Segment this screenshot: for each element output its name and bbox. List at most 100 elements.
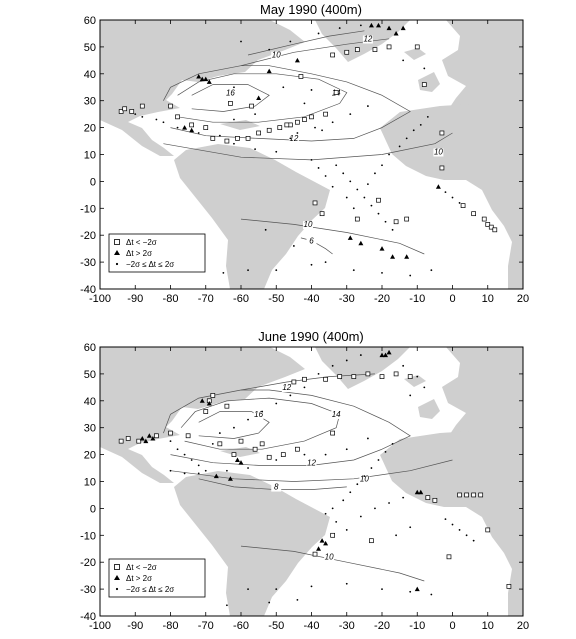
point-below xyxy=(365,371,371,377)
x-tick-label: -30 xyxy=(339,293,355,305)
y-tick-label: 40 xyxy=(84,396,96,408)
land-uk xyxy=(418,72,440,92)
point-within xyxy=(405,137,408,140)
point-within xyxy=(465,534,468,537)
point-above xyxy=(266,68,272,74)
y-tick-label: 60 xyxy=(84,342,96,354)
point-above xyxy=(319,538,325,543)
point-within xyxy=(352,269,355,272)
point-within xyxy=(381,588,383,590)
point-within xyxy=(444,191,447,194)
contour-label-bg xyxy=(362,35,373,44)
contour-label-bg xyxy=(359,475,370,484)
contour-label-bg xyxy=(253,410,264,419)
point-within xyxy=(363,196,366,199)
y-tick-label: 50 xyxy=(84,42,96,54)
point-below xyxy=(312,200,318,206)
legend-label-below: Δt < −2σ xyxy=(126,563,157,572)
land-greenland xyxy=(315,347,410,389)
point-within xyxy=(169,440,172,443)
point-within xyxy=(292,245,295,247)
point-within xyxy=(197,472,200,475)
point-above xyxy=(150,435,156,441)
contour-label: 10 xyxy=(360,475,369,484)
x-tick-label: -40 xyxy=(304,620,320,632)
point-within xyxy=(458,202,461,204)
point-within xyxy=(233,118,235,121)
point-above xyxy=(368,22,374,28)
point-below xyxy=(471,492,476,498)
point-below xyxy=(295,446,300,452)
point-within xyxy=(349,180,352,183)
point-below xyxy=(231,452,237,457)
point-within xyxy=(345,448,348,451)
legend-may: Δt < −2σ Δt > 2σ −2σ ≤ Δt ≤ 2σ xyxy=(108,233,206,273)
point-within xyxy=(254,113,256,116)
point-below xyxy=(266,454,272,460)
point-within xyxy=(261,410,264,413)
point-above xyxy=(393,30,399,36)
x-tick-label: -100 xyxy=(89,620,111,632)
legend-square-icon xyxy=(114,564,120,570)
point-below xyxy=(432,497,438,503)
point-within xyxy=(381,164,383,167)
point-above xyxy=(227,476,233,481)
point-below xyxy=(457,492,462,498)
point-within xyxy=(233,86,235,89)
point-within xyxy=(367,437,369,440)
x-tick-label: 0 xyxy=(449,620,455,632)
point-within xyxy=(409,590,412,593)
point-above xyxy=(418,489,424,495)
y-tick-label: 30 xyxy=(84,96,96,108)
point-below xyxy=(369,538,374,544)
y-tick-label: -40 xyxy=(80,611,96,623)
point-within xyxy=(324,261,327,263)
legend-dot-icon xyxy=(115,262,119,266)
point-above xyxy=(347,235,353,240)
x-tick-label: -30 xyxy=(339,620,355,632)
legend-label-within: −2σ ≤ Δt ≤ 2σ xyxy=(126,585,174,594)
legend-triangle-icon xyxy=(114,575,120,580)
x-tick-label: -100 xyxy=(89,293,111,305)
land-north-america xyxy=(100,347,305,483)
x-tick-label: 10 xyxy=(482,620,494,632)
x-tick-label: -10 xyxy=(409,620,425,632)
x-tick-label: -80 xyxy=(163,620,179,632)
panel-title-may: May 1990 (400m) xyxy=(260,2,362,17)
y-tick-label: -20 xyxy=(80,230,96,242)
land-greenland xyxy=(315,20,410,62)
point-within xyxy=(155,118,158,121)
land-europe xyxy=(442,347,523,447)
point-within xyxy=(134,113,137,116)
panel-title-june: June 1990 (400m) xyxy=(258,329,364,344)
point-below xyxy=(203,409,209,414)
y-tick-label: 0 xyxy=(90,503,96,515)
contour-label-bg xyxy=(271,51,282,60)
point-within xyxy=(141,115,144,118)
point-within xyxy=(247,418,249,421)
map-panel-may: May 1990 (400m) 610101214161210 -100-90-… xyxy=(80,2,529,305)
contour-label: 10 xyxy=(272,51,281,60)
point-within xyxy=(472,539,475,542)
point-within xyxy=(247,588,249,590)
contour-label: 10 xyxy=(325,553,334,562)
y-tick-label: -20 xyxy=(80,557,96,569)
land-south-america xyxy=(174,471,330,616)
point-below xyxy=(323,376,328,382)
point-below xyxy=(129,109,135,114)
contour-line xyxy=(177,73,348,123)
point-above xyxy=(386,25,392,31)
contour-label-bg xyxy=(271,483,282,492)
contour-line xyxy=(240,218,425,255)
point-below xyxy=(284,122,290,128)
point-within xyxy=(391,228,394,231)
point-below xyxy=(280,452,286,457)
point-below xyxy=(210,393,216,398)
point-below xyxy=(481,216,487,222)
point-within xyxy=(451,523,454,526)
point-within xyxy=(197,464,200,467)
point-below xyxy=(439,130,445,136)
contour-line xyxy=(198,411,270,439)
y-tick-label: -30 xyxy=(80,584,96,596)
